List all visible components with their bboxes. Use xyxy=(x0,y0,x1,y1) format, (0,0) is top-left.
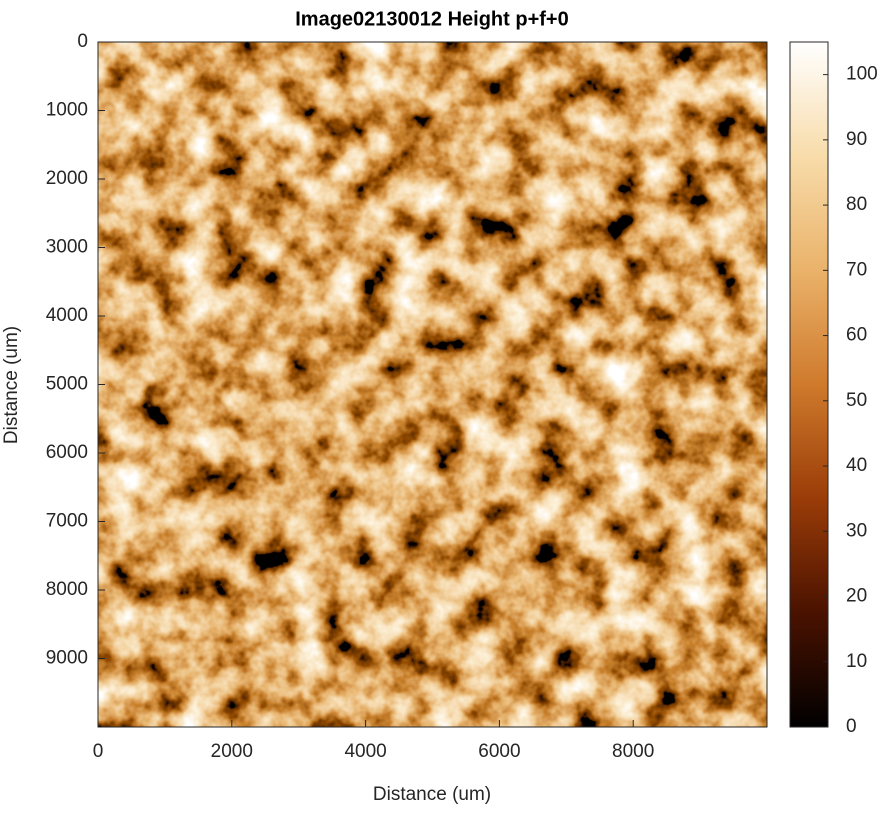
colorbar-tick-label: 90 xyxy=(846,129,867,150)
y-tick-label: 6000 xyxy=(46,442,88,463)
colorbar-tick-label: 30 xyxy=(846,520,867,541)
y-tick-label: 4000 xyxy=(46,305,88,326)
y-tick-label: 0 xyxy=(77,31,88,52)
y-tick-label: 5000 xyxy=(46,374,88,395)
y-tick-label: 2000 xyxy=(46,168,88,189)
y-tick-label: 7000 xyxy=(46,511,88,532)
x-tick-label: 8000 xyxy=(612,741,654,762)
colorbar-tick-label: 100 xyxy=(846,64,878,85)
y-tick-label: 9000 xyxy=(46,648,88,669)
x-tick-label: 4000 xyxy=(344,741,386,762)
x-tick-label: 6000 xyxy=(478,741,520,762)
y-axis-label: Distance (um) xyxy=(1,326,22,444)
colorbar-tick-label: 80 xyxy=(846,194,867,215)
colorbar xyxy=(789,41,829,728)
colorbar-tick-label: 60 xyxy=(846,325,867,346)
colorbar-tick-label: 20 xyxy=(846,586,867,607)
x-tick-label: 2000 xyxy=(211,741,253,762)
colorbar-tick-label: 0 xyxy=(846,716,857,737)
colorbar-tick-label: 50 xyxy=(846,390,867,411)
x-axis-label: Distance (um) xyxy=(373,784,491,805)
colorbar-tick-label: 70 xyxy=(846,259,867,280)
y-tick-label: 8000 xyxy=(46,579,88,600)
chart-title: Image02130012 Height p+f+0 xyxy=(295,8,568,30)
y-tick-label: 3000 xyxy=(46,237,88,258)
x-tick-label: 0 xyxy=(93,741,104,762)
y-tick-label: 1000 xyxy=(46,100,88,121)
colorbar-tick-label: 40 xyxy=(846,455,867,476)
colorbar-tick-label: 10 xyxy=(846,651,867,672)
heatmap-image xyxy=(98,42,767,727)
